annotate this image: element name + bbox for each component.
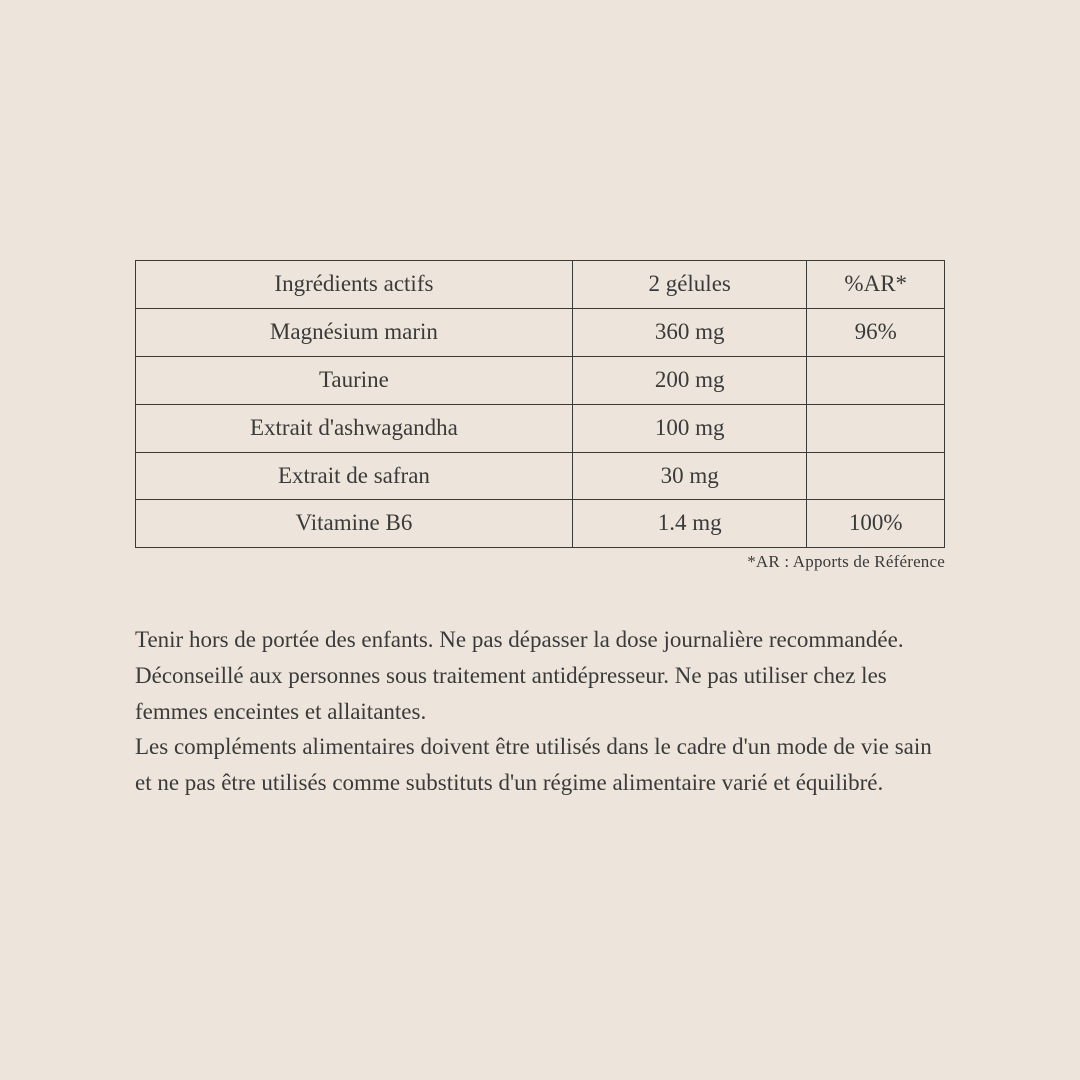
cell-ingredient: Extrait de safran — [136, 452, 573, 500]
col-header-ar: %AR* — [807, 261, 945, 309]
cell-dose: 30 mg — [572, 452, 807, 500]
cell-ar — [807, 452, 945, 500]
table-row: Magnésium marin 360 mg 96% — [136, 308, 945, 356]
col-header-dose: 2 gélules — [572, 261, 807, 309]
cell-ingredient: Taurine — [136, 356, 573, 404]
table-row: Vitamine B6 1.4 mg 100% — [136, 500, 945, 548]
cell-dose: 1.4 mg — [572, 500, 807, 548]
disclaimer-text: Tenir hors de portée des enfants. Ne pas… — [135, 622, 945, 800]
cell-dose: 360 mg — [572, 308, 807, 356]
cell-ar — [807, 356, 945, 404]
cell-ingredient: Magnésium marin — [136, 308, 573, 356]
table-row: Extrait d'ashwagandha 100 mg — [136, 404, 945, 452]
cell-ingredient: Extrait d'ashwagandha — [136, 404, 573, 452]
table-row: Extrait de safran 30 mg — [136, 452, 945, 500]
cell-ingredient: Vitamine B6 — [136, 500, 573, 548]
footnote-ar: *AR : Apports de Référence — [135, 552, 945, 572]
cell-dose: 200 mg — [572, 356, 807, 404]
cell-dose: 100 mg — [572, 404, 807, 452]
table-header-row: Ingrédients actifs 2 gélules %AR* — [136, 261, 945, 309]
col-header-ingredient: Ingrédients actifs — [136, 261, 573, 309]
table-row: Taurine 200 mg — [136, 356, 945, 404]
cell-ar — [807, 404, 945, 452]
ingredients-table: Ingrédients actifs 2 gélules %AR* Magnés… — [135, 260, 945, 548]
cell-ar: 100% — [807, 500, 945, 548]
cell-ar: 96% — [807, 308, 945, 356]
